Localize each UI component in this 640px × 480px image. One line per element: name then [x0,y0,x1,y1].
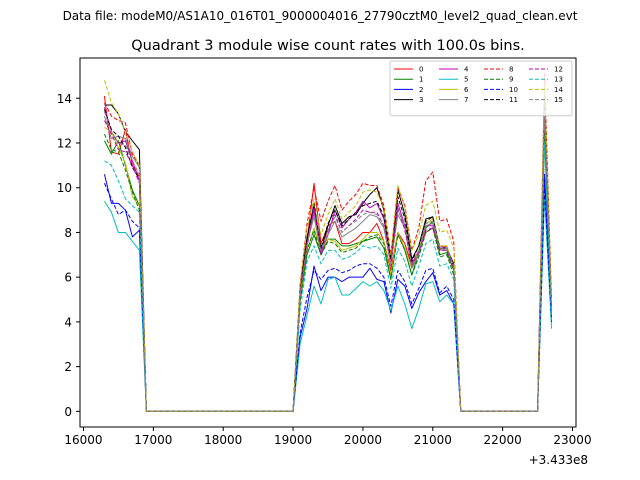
y-tick-label: 0 [64,405,72,419]
legend-label: 1 [419,76,423,84]
x-tick-label: 20000 [344,433,382,447]
legend-label: 11 [509,96,518,104]
y-tick-label: 10 [57,181,72,195]
x-tick-label: 21000 [414,433,452,447]
legend-label: 8 [509,66,513,74]
series-11-line [103,99,553,412]
series-10-line [103,183,553,412]
x-tick-label: 22000 [484,433,522,447]
series-1-line [104,133,553,412]
series-4-line [103,102,553,412]
x-tick-label: 17000 [134,433,172,447]
legend-label: 12 [554,66,563,74]
y-tick-label: 2 [64,360,72,374]
legend-label: 14 [554,86,563,94]
legend-label: 4 [464,66,469,74]
legend-label: 5 [464,76,468,84]
legend-label: 9 [509,76,513,84]
legend-label: 0 [419,66,423,74]
series-3-line [104,95,553,412]
series-15-line [103,111,553,412]
y-tick-label: 8 [64,226,72,240]
y-axis: 0 2 4 6 8 10 12 14 [57,92,80,419]
series-7-line [103,115,553,412]
y-tick-label: 12 [57,136,72,150]
legend-label: 2 [419,86,423,94]
series-0-line [103,95,553,412]
x-axis: 16000 17000 18000 19000 20000 21000 22000 23000 [64,427,592,447]
legend-label: 10 [509,86,518,94]
series-9-line [103,131,553,412]
series-8-line [104,73,553,412]
x-tick-label: 16000 [64,433,102,447]
series-2-line [103,173,553,412]
x-axis-offset-label: +3.433e8 [529,453,588,467]
legend-label: 13 [554,76,563,84]
y-tick-label: 4 [64,315,72,329]
x-tick-label: 23000 [553,433,591,447]
x-tick-label: 18000 [204,433,242,447]
series-14-line [103,80,553,412]
series-5-line [104,196,553,412]
y-tick-label: 6 [64,271,72,285]
chart-title: Quadrant 3 module wise count rates with … [131,38,525,54]
legend-label: 7 [464,96,468,104]
data-file-caption: Data file: modeM0/AS1A10_016T01_90000040… [63,9,578,23]
series-6-line [104,124,553,412]
legend-label: 3 [419,96,423,104]
legend-label: 6 [464,86,469,94]
series-layer [103,73,553,412]
axes-frame [79,57,577,428]
legend-label: 15 [554,96,563,104]
series-12-line [104,108,553,412]
x-tick-label: 19000 [274,433,312,447]
legend-box [389,60,573,117]
y-tick-label: 14 [57,92,72,106]
